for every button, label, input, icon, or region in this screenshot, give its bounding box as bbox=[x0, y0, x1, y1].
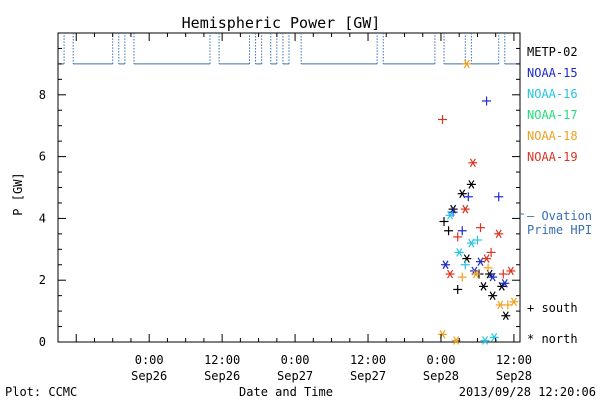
point-noaa-19-8 bbox=[494, 229, 504, 239]
point-metp-02-8 bbox=[479, 282, 489, 291]
point-noaa-15-7 bbox=[488, 272, 498, 282]
plot-axes bbox=[57, 32, 521, 343]
point-noaa-16-5 bbox=[480, 336, 490, 345]
point-metp-02-10 bbox=[488, 291, 498, 300]
point-metp-02-0 bbox=[439, 216, 449, 226]
point-noaa-16-4 bbox=[472, 235, 482, 245]
x-tick-date-5: Sep28 bbox=[496, 369, 532, 383]
y-tick-label-4: 8 bbox=[39, 88, 46, 102]
chart-title: Hemispheric Power [GW] bbox=[182, 14, 381, 32]
x-tick-date-0: Sep26 bbox=[131, 369, 167, 383]
point-metp-02-3 bbox=[453, 284, 463, 294]
point-noaa-16-0 bbox=[445, 210, 455, 220]
point-noaa-19-9 bbox=[498, 269, 508, 279]
point-noaa-15-6 bbox=[482, 96, 492, 106]
point-noaa-16-1 bbox=[454, 248, 464, 257]
point-noaa-18-4 bbox=[471, 269, 481, 279]
y-tick-label-3: 6 bbox=[39, 150, 46, 164]
ovation-legend-line1: – Ovation bbox=[527, 209, 592, 223]
point-metp-02-12 bbox=[501, 311, 511, 321]
point-noaa-19-7 bbox=[486, 247, 496, 257]
point-noaa-18-2 bbox=[457, 272, 467, 282]
y-tick-label-2: 4 bbox=[39, 211, 46, 225]
point-noaa-19-3 bbox=[460, 204, 470, 214]
x-tick-label-0: 0:00 bbox=[135, 353, 164, 367]
x-tick-label-2: 0:00 bbox=[281, 353, 310, 367]
y-tick-label-1: 2 bbox=[39, 273, 46, 287]
point-noaa-18-5 bbox=[483, 263, 493, 273]
ovation-series bbox=[58, 33, 520, 65]
axis-ticks: 0 2 4 6 8 0:00 Sep26 12:00 Sep26 0:00 Sep27 12:00 Se… bbox=[39, 33, 532, 383]
plot-frame bbox=[57, 32, 521, 343]
point-metp-02-6 bbox=[466, 180, 476, 189]
y-axis-label: P [GW] bbox=[11, 172, 25, 215]
point-noaa-15-0 bbox=[441, 260, 451, 270]
x-tick-date-1: Sep26 bbox=[204, 369, 240, 383]
x-tick-date-4: Sep28 bbox=[423, 369, 459, 383]
legend-noaa-16: NOAA-16 bbox=[527, 87, 578, 101]
point-noaa-15-3 bbox=[463, 192, 473, 202]
point-noaa-18-0 bbox=[437, 329, 447, 339]
legend-metp-02: METP-02 bbox=[527, 45, 578, 59]
plot-timestamp: 2013/09/28 12:20:06 bbox=[459, 385, 596, 399]
data-marks bbox=[437, 59, 519, 345]
x-tick-date-3: Sep27 bbox=[350, 369, 386, 383]
hemisphere-legend-south: + south bbox=[527, 301, 578, 315]
point-noaa-18-8 bbox=[509, 297, 519, 307]
point-noaa-18-3 bbox=[462, 59, 472, 69]
point-noaa-19-10 bbox=[506, 266, 516, 276]
point-noaa-15-8 bbox=[494, 192, 504, 202]
point-noaa-15-9 bbox=[500, 278, 510, 288]
ovation-legend-line2: Prime HPI bbox=[527, 223, 592, 237]
x-tick-label-1: 12:00 bbox=[204, 353, 240, 367]
y-tick-label-0: 0 bbox=[39, 335, 46, 349]
x-tick-label-5: 12:00 bbox=[496, 353, 532, 367]
point-metp-02-5 bbox=[462, 254, 472, 263]
plot-credit: Plot: CCMC bbox=[5, 385, 77, 399]
chart-legend: METP-02 NOAA-15 NOAA-16 NOAA-17 NOAA-18 NOAA-… bbox=[520, 45, 578, 215]
point-noaa-15-2 bbox=[457, 226, 467, 236]
point-noaa-18-6 bbox=[495, 300, 505, 310]
point-metp-02-1 bbox=[444, 226, 454, 236]
legend-noaa-18: NOAA-18 bbox=[527, 129, 578, 143]
point-noaa-19-1 bbox=[445, 269, 455, 279]
point-noaa-16-2 bbox=[460, 260, 470, 270]
legend-noaa-17: NOAA-17 bbox=[527, 108, 578, 122]
point-noaa-19-6 bbox=[482, 254, 492, 263]
point-noaa-19-0 bbox=[437, 115, 447, 125]
point-noaa-18-7 bbox=[503, 300, 513, 310]
point-noaa-19-5 bbox=[475, 223, 485, 233]
x-tick-label-3: 12:00 bbox=[350, 353, 386, 367]
x-tick-label-4: 0:00 bbox=[427, 353, 456, 367]
point-noaa-16-6 bbox=[489, 333, 499, 342]
hemisphere-legend-north: * north bbox=[527, 332, 578, 346]
point-noaa-19-2 bbox=[453, 232, 463, 242]
x-tick-date-2: Sep27 bbox=[277, 369, 313, 383]
x-axis-label: Date and Time bbox=[239, 385, 333, 399]
legend-noaa-19: NOAA-19 bbox=[527, 150, 578, 164]
legend-noaa-15: NOAA-15 bbox=[527, 66, 578, 80]
point-noaa-19-4 bbox=[468, 158, 478, 168]
